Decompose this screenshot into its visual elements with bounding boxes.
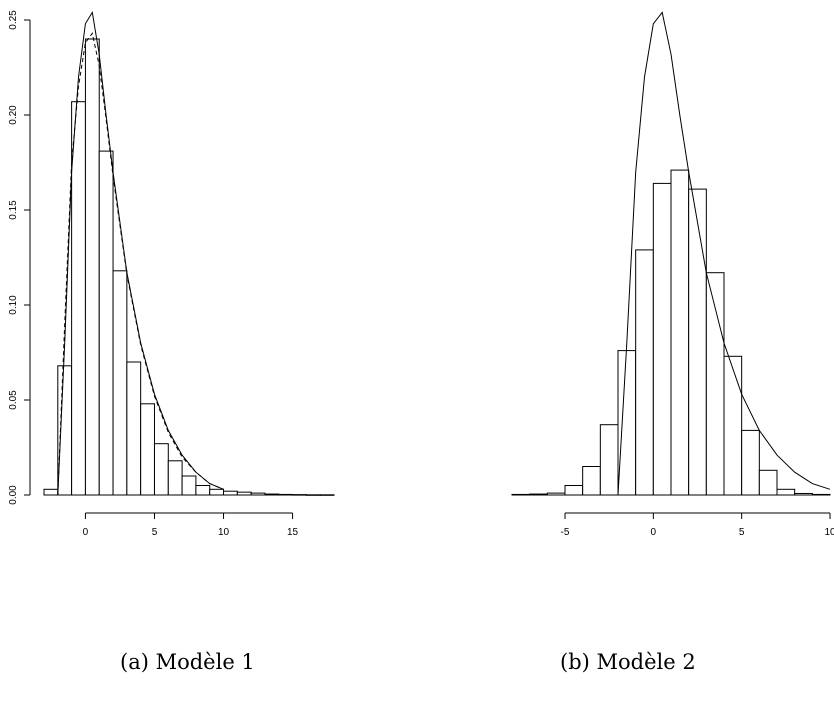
histogram-bar (688, 188, 707, 496)
histogram-bar (278, 493, 294, 496)
histogram-bar (98, 150, 114, 496)
histogram-bar (741, 429, 760, 496)
y-tick-label: 0.15 (8, 200, 19, 220)
histogram-bar (635, 249, 654, 496)
histogram-bar (758, 469, 778, 496)
histogram-bar (292, 494, 307, 496)
histogram-bar (546, 492, 566, 496)
x-tick-label: 5 (739, 527, 745, 538)
histogram-bar (209, 488, 225, 496)
histogram-bar (511, 493, 531, 496)
caption-modele-1: (a) Modèle 1 (120, 650, 255, 674)
histogram-bar (811, 493, 831, 496)
histogram-bar (223, 490, 238, 496)
histogram-bar (564, 485, 584, 496)
histogram-bar (140, 403, 155, 496)
histogram-bar (181, 475, 197, 496)
histogram-bar (582, 466, 601, 496)
histogram-bar (126, 361, 142, 496)
density-curve (617, 11, 831, 496)
histogram-bar (195, 485, 211, 496)
histogram-bar (670, 169, 690, 496)
y-tick-label: 0.05 (8, 390, 19, 410)
histogram-bar (43, 488, 59, 496)
histogram-bar (652, 182, 672, 496)
x-tick-label: 0 (83, 527, 89, 538)
x-tick-label: 0 (651, 527, 657, 538)
x-tick-label: 5 (152, 527, 158, 538)
histogram-bar (264, 493, 280, 496)
histogram-bar (776, 488, 796, 496)
histogram-bar (794, 492, 813, 496)
panel-modele-2: -5 0 5 10 (511, 11, 834, 538)
histogram-bar (112, 270, 128, 496)
histogram-bar (617, 350, 637, 496)
density-curve-dashed (57, 32, 224, 496)
x-tick-label: 15 (287, 527, 299, 538)
x-tick-label: 10 (218, 527, 230, 538)
histogram-bar (153, 443, 169, 496)
caption-modele-2: (b) Modèle 2 (560, 650, 696, 674)
histogram-bar (319, 494, 335, 496)
histogram-bar (84, 38, 100, 496)
x-tick-label: -5 (561, 527, 570, 538)
histogram-bar (723, 355, 743, 496)
histogram-bar (57, 365, 73, 496)
histogram-bar (236, 491, 252, 496)
y-tick-label: 0.25 (8, 10, 19, 30)
y-tick-label: 0.20 (8, 105, 19, 125)
panel-modele-1: 0 5 10 15 0.00 0.05 0.10 0.15 0.20 0.25 (8, 10, 335, 538)
histogram-bar (305, 494, 321, 496)
histogram-bar (599, 424, 619, 496)
histogram-bar (250, 492, 266, 496)
histogram-bar (167, 460, 183, 496)
y-tick-label: 0.10 (8, 295, 19, 315)
y-tick-label: 0.00 (8, 485, 19, 505)
histogram-bar (529, 493, 548, 496)
x-tick-label: 10 (824, 527, 834, 538)
histogram-bar (71, 101, 86, 496)
